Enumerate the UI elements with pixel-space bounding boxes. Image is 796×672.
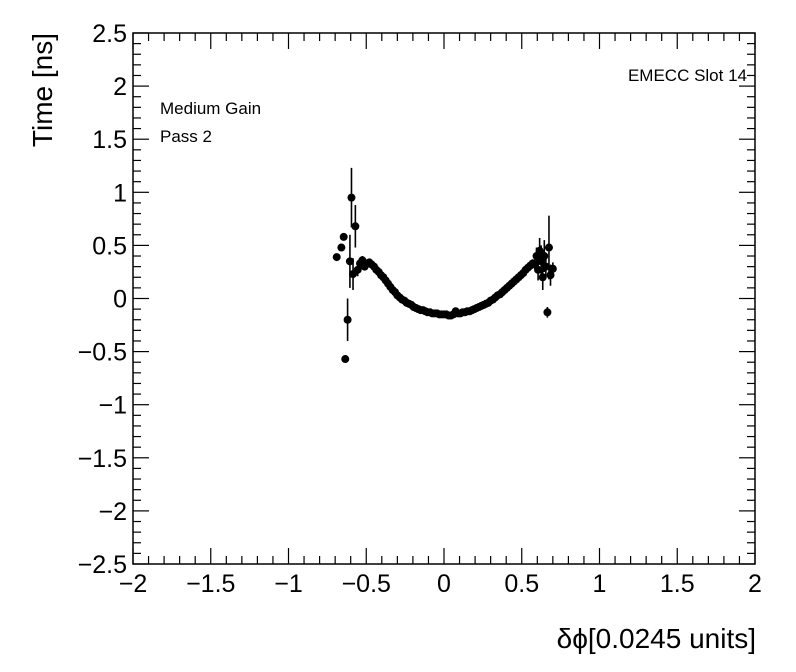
data-point (343, 298, 352, 341)
data-point (347, 167, 356, 228)
y-tick-label: 2.5 (92, 20, 127, 48)
marker (534, 265, 543, 274)
marker (544, 243, 553, 252)
x-tick-label: −1 (274, 570, 303, 598)
y-tick-label: −1 (98, 392, 127, 420)
data-point (337, 243, 346, 252)
data-point (351, 205, 360, 248)
x-tick-label: −2 (119, 570, 148, 598)
y-axis-title: Time [ns] (27, 33, 58, 147)
y-tick-label: −2.5 (78, 551, 127, 579)
y-tick-label: 2 (113, 73, 127, 101)
marker (339, 232, 348, 241)
y-tick-label: 0.5 (92, 232, 127, 260)
marker (543, 308, 552, 317)
x-axis-title: δϕ[0.0245 units] (557, 623, 756, 654)
x-tick-label: 1.5 (660, 570, 695, 598)
data-point (548, 262, 557, 276)
x-tick-label: −1.5 (186, 570, 235, 598)
marker (343, 315, 352, 324)
data-point (543, 306, 552, 318)
y-tick-labels: 2.5 2 1.5 1 0.5 0 −0.5 −1 −1.5 −2 −2.5 (78, 20, 127, 579)
marker (332, 253, 341, 262)
data-point (345, 234, 354, 288)
marker (540, 252, 549, 261)
data-point (339, 232, 348, 241)
y-tick-label: −1.5 (78, 445, 127, 473)
x-tick-label: 0 (437, 570, 451, 598)
marker (337, 243, 346, 252)
y-tick-label: −0.5 (78, 339, 127, 367)
marker (548, 264, 557, 273)
x-tick-label: 0.5 (504, 570, 539, 598)
x-tick-label: −0.5 (342, 570, 391, 598)
gain-annotation: Medium Gain (160, 99, 261, 118)
data-point (341, 355, 350, 364)
data-point (332, 253, 341, 262)
x-tick-label: 2 (748, 570, 762, 598)
y-tick-label: −2 (98, 498, 127, 526)
y-tick-label: 1.5 (92, 126, 127, 154)
y-tick-label: 0 (113, 286, 127, 314)
x-tick-label: 1 (593, 570, 607, 598)
marker (345, 257, 354, 266)
x-tick-labels: −2 −1.5 −1 −0.5 0 0.5 1 1.5 2 (119, 570, 762, 598)
pass-annotation: Pass 2 (160, 127, 212, 146)
marker (541, 262, 550, 271)
marker (538, 273, 547, 282)
marker (351, 222, 360, 231)
plot-frame (132, 32, 756, 565)
marker (341, 355, 350, 364)
slot-annotation: EMECC Slot 14 (628, 66, 747, 85)
data-points (332, 167, 557, 364)
marker (347, 193, 356, 202)
axis-ticks (132, 32, 756, 565)
y-tick-label: 1 (113, 179, 127, 207)
data-point (541, 256, 550, 278)
